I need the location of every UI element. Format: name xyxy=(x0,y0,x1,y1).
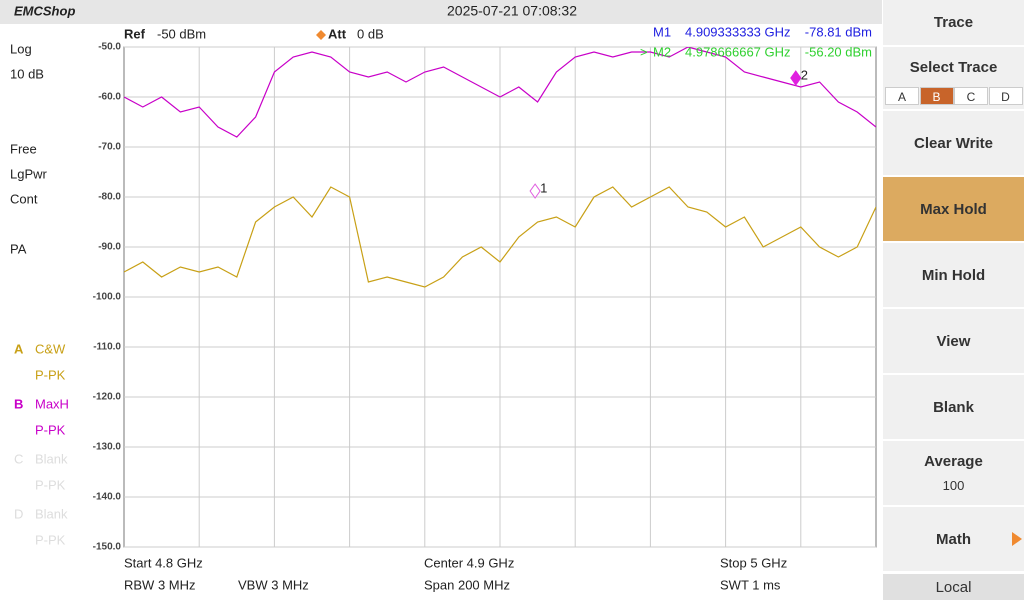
readout-prefix: > xyxy=(640,44,648,59)
datetime: 2025-07-21 07:08:32 xyxy=(447,3,577,19)
y-tick-label: -140.0 xyxy=(93,492,122,503)
trace-tab[interactable]: C xyxy=(954,87,988,105)
softkey-label: View xyxy=(936,332,971,350)
att-icon xyxy=(316,30,326,40)
footer: Stop 5 GHz xyxy=(720,555,787,570)
trace-detector: P-PK xyxy=(35,532,66,547)
footer: RBW 3 MHz xyxy=(124,577,196,592)
trace-tab[interactable]: A xyxy=(885,87,919,105)
ref-label: Ref xyxy=(124,26,146,41)
marker-label: 1 xyxy=(540,180,547,195)
marker xyxy=(790,70,802,86)
y-tick-label: -100.0 xyxy=(93,292,122,303)
softkey[interactable]: Math xyxy=(883,507,1024,571)
footer: Center 4.9 GHz xyxy=(424,555,514,570)
status: LgPwr xyxy=(10,166,48,181)
status: PA xyxy=(10,241,27,256)
readout-level: -56.20 dBm xyxy=(805,44,872,59)
softkey[interactable]: Clear Write xyxy=(883,111,1024,175)
softkey-label: Max Hold xyxy=(920,200,987,218)
trace-mode: Blank xyxy=(35,451,68,466)
softkey[interactable]: View xyxy=(883,309,1024,373)
local-button[interactable]: Local xyxy=(883,574,1024,600)
y-tick-label: -130.0 xyxy=(93,442,122,453)
trace-mode: C&W xyxy=(35,341,66,356)
trace-tab[interactable]: B xyxy=(919,87,954,105)
y-tick-label: -120.0 xyxy=(93,392,122,403)
status: Cont xyxy=(10,191,38,206)
scale-type: Log xyxy=(10,41,32,56)
trace-detector: P-PK xyxy=(35,367,66,382)
softkey[interactable]: Min Hold xyxy=(883,243,1024,307)
softkey-label: Clear Write xyxy=(914,134,993,152)
trace-detector: P-PK xyxy=(35,422,66,437)
softkey-label: Blank xyxy=(933,398,974,416)
trace-id: B xyxy=(14,396,23,411)
y-tick-label: -80.0 xyxy=(98,192,121,203)
softkey[interactable]: Blank xyxy=(883,375,1024,439)
trace-id: C xyxy=(14,451,23,466)
trace-id: A xyxy=(14,341,24,356)
softkey-label: Min Hold xyxy=(921,266,986,284)
trace-mode: MaxH xyxy=(35,396,69,411)
logo: EMCShop xyxy=(14,3,75,18)
analyzer-screen: EMCShop 2025-07-21 07:08:32 Ref -50 dBm … xyxy=(0,0,882,592)
menu-title: Trace xyxy=(883,0,1024,45)
footer: SWT 1 ms xyxy=(720,577,781,592)
softkey[interactable]: Average 100 xyxy=(883,441,1024,505)
y-tick-label: -90.0 xyxy=(98,242,121,253)
softkey-value: 100 xyxy=(942,478,965,493)
footer: Start 4.8 GHz xyxy=(124,555,203,570)
readout-freq: 4.978666667 GHz xyxy=(685,44,791,59)
header-bar xyxy=(0,0,882,24)
trace-mode: Blank xyxy=(35,506,68,521)
softkey-label: Math xyxy=(936,530,971,548)
trace xyxy=(124,47,876,138)
att-label: Att xyxy=(328,26,347,41)
marker xyxy=(529,183,541,199)
y-tick-label: -70.0 xyxy=(98,142,121,153)
footer: Span 200 MHz xyxy=(424,577,510,592)
status: Free xyxy=(10,141,37,156)
ref-value: -50 dBm xyxy=(157,26,206,41)
att-value: 0 dB xyxy=(357,26,384,41)
submenu-arrow xyxy=(1012,532,1022,546)
trace xyxy=(124,186,876,288)
scale-div: 10 dB xyxy=(10,66,44,81)
readout-level: -78.81 dBm xyxy=(805,24,872,39)
trace-tab[interactable]: D xyxy=(988,87,1023,105)
footer: VBW 3 MHz xyxy=(238,577,309,592)
softkey[interactable]: Max Hold xyxy=(883,177,1024,241)
readout-name: M1 xyxy=(653,24,671,39)
softkey-label: Average xyxy=(924,453,983,470)
readout-name: M2 xyxy=(653,44,671,59)
y-tick-label: -150.0 xyxy=(93,542,122,553)
y-tick-label: -60.0 xyxy=(98,92,121,103)
trace-detector: P-PK xyxy=(35,477,66,492)
trace-id: D xyxy=(14,506,23,521)
marker-label: 2 xyxy=(801,67,808,82)
y-tick-label: -50.0 xyxy=(98,42,121,53)
y-tick-label: -110.0 xyxy=(93,342,121,353)
readout-freq: 4.909333333 GHz xyxy=(685,24,791,39)
